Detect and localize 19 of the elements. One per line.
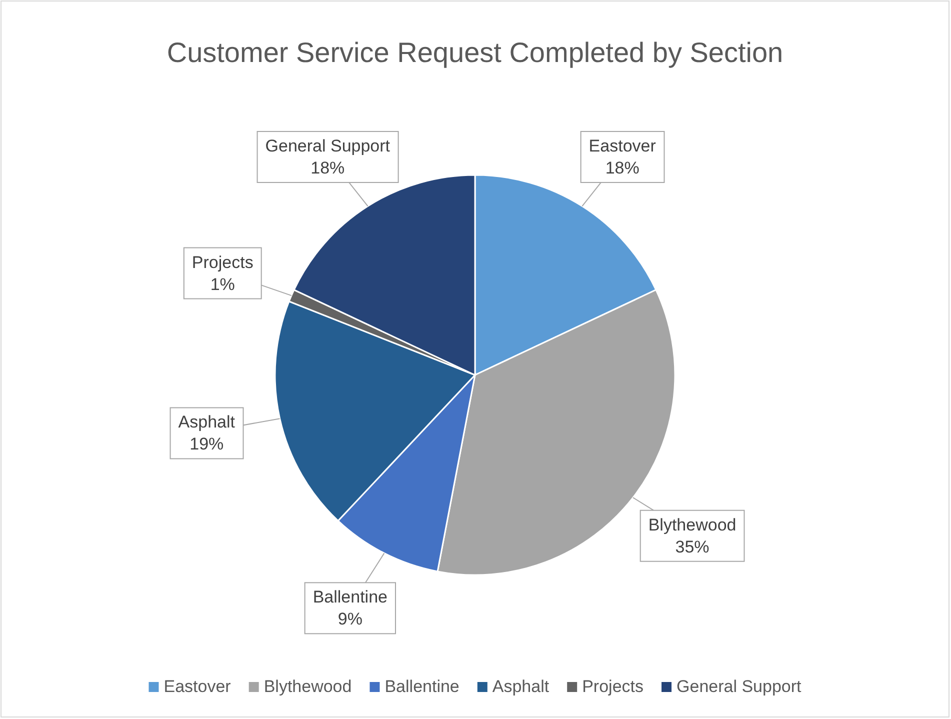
data-label: 9% bbox=[338, 610, 362, 629]
legend-label: Asphalt bbox=[492, 677, 550, 696]
legend-label: Eastover bbox=[164, 677, 232, 696]
slice-label: Projects bbox=[192, 252, 254, 272]
data-label: 1% bbox=[210, 274, 235, 294]
slice-label: Blythewood bbox=[648, 515, 736, 534]
data-label: 18% bbox=[310, 158, 345, 178]
legend-label: Ballentine bbox=[384, 677, 460, 696]
slice-label: Asphalt bbox=[178, 412, 236, 432]
legend-label: Blythewood bbox=[264, 677, 352, 696]
chart-title: Customer Service Request Completed by Section bbox=[166, 37, 784, 68]
slice-label: General Support bbox=[265, 136, 390, 156]
data-label: 18% bbox=[605, 158, 640, 178]
data-label: 35% bbox=[675, 537, 710, 556]
data-label: 19% bbox=[190, 434, 224, 454]
slice-label: Eastover bbox=[588, 136, 656, 156]
legend-label: Projects bbox=[582, 677, 644, 696]
slice-label: Ballentine bbox=[312, 588, 388, 607]
legend-label: General Support bbox=[676, 677, 802, 696]
